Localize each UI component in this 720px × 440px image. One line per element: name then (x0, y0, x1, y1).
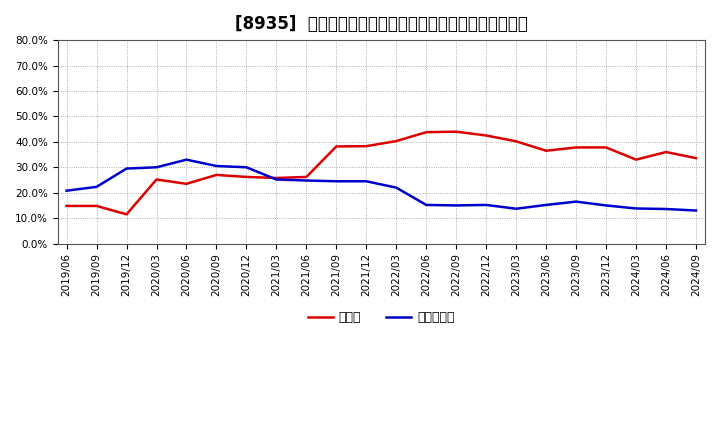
現須金 (182, 181, 191, 187)
現須金 (602, 145, 611, 150)
現須金 (631, 157, 640, 162)
現須金 (272, 175, 281, 180)
現須金 (422, 129, 431, 135)
現須金 (152, 177, 161, 182)
現須金 (392, 139, 400, 144)
現須金 (362, 143, 371, 149)
有利子負債 (182, 157, 191, 162)
有利子負債 (272, 177, 281, 182)
有利子負債 (692, 208, 701, 213)
有利子負債 (92, 184, 101, 190)
有利子負債 (122, 166, 131, 171)
有利子負債 (362, 179, 371, 184)
Title: [8935]  現須金、有利子負債の総資産に対する比率の推移: [8935] 現須金、有利子負債の総資産に対する比率の推移 (235, 15, 528, 33)
有利子負債 (422, 202, 431, 208)
有利子負債 (212, 163, 221, 169)
有利子負債 (482, 202, 490, 208)
有利子負債 (242, 165, 251, 170)
Line: 有利子負債: 有利子負債 (66, 160, 696, 210)
現須金 (692, 155, 701, 161)
有利子負債 (452, 203, 461, 208)
有利子負債 (512, 206, 521, 211)
現須金 (242, 174, 251, 180)
有利子負債 (332, 179, 341, 184)
有利子負債 (392, 185, 400, 190)
有利子負債 (152, 165, 161, 170)
有利子負債 (662, 206, 670, 212)
現須金 (542, 148, 551, 154)
現須金 (512, 139, 521, 144)
現須金 (302, 174, 311, 180)
現須金 (212, 172, 221, 178)
現須金 (122, 212, 131, 217)
現須金 (572, 145, 580, 150)
有利子負債 (602, 203, 611, 208)
現須金 (92, 203, 101, 209)
Legend: 現須金, 有利子負債: 現須金, 有利子負債 (302, 306, 460, 329)
有利子負債 (302, 178, 311, 183)
有利子負債 (631, 206, 640, 211)
有利子負債 (62, 188, 71, 193)
有利子負債 (542, 202, 551, 208)
現須金 (62, 203, 71, 209)
現須金 (332, 144, 341, 149)
現須金 (482, 133, 490, 138)
有利子負債 (572, 199, 580, 204)
Line: 現須金: 現須金 (66, 132, 696, 214)
現須金 (452, 129, 461, 134)
現須金 (662, 150, 670, 155)
